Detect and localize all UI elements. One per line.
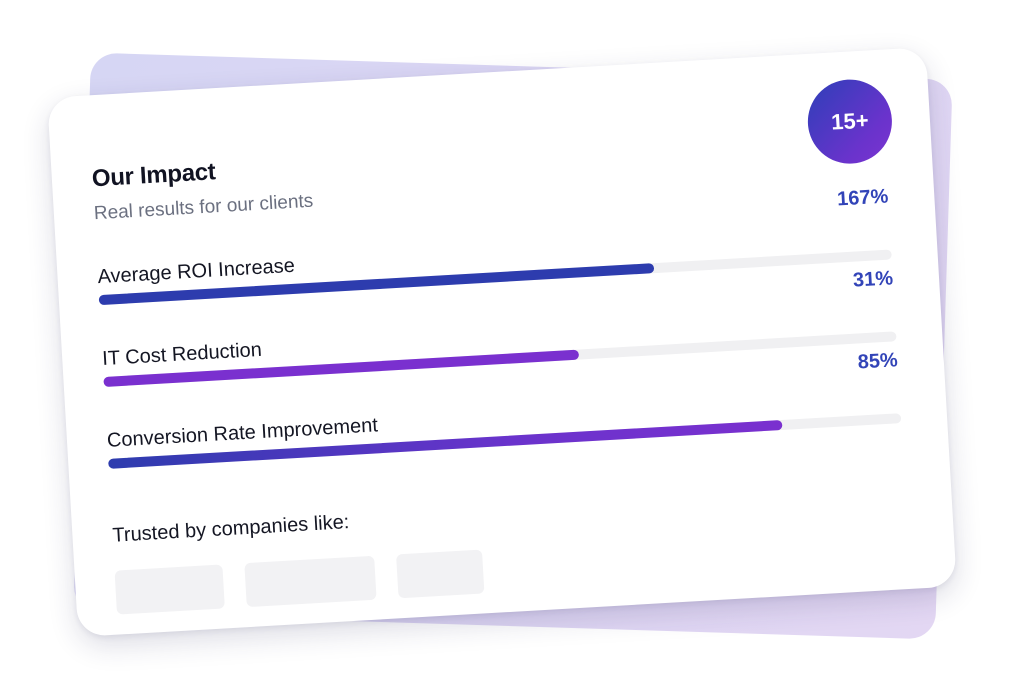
metric-value: 85% xyxy=(857,349,899,374)
card-subtitle: Real results for our clients xyxy=(93,190,314,225)
company-logo-placeholder xyxy=(244,555,377,608)
metric-value: 167% xyxy=(836,185,889,211)
metric-value: 31% xyxy=(852,267,894,292)
company-logos xyxy=(114,549,485,615)
metric-label: Average ROI Increase xyxy=(96,254,296,289)
trusted-label: Trusted by companies like: xyxy=(111,511,350,547)
metric-label: IT Cost Reduction xyxy=(101,338,263,371)
card-title: Our Impact xyxy=(91,158,217,193)
company-logo-placeholder xyxy=(114,564,225,615)
years-badge: 15+ xyxy=(805,77,895,166)
impact-card: Our Impact Real results for our clients … xyxy=(47,47,957,637)
company-logo-placeholder xyxy=(396,549,485,599)
